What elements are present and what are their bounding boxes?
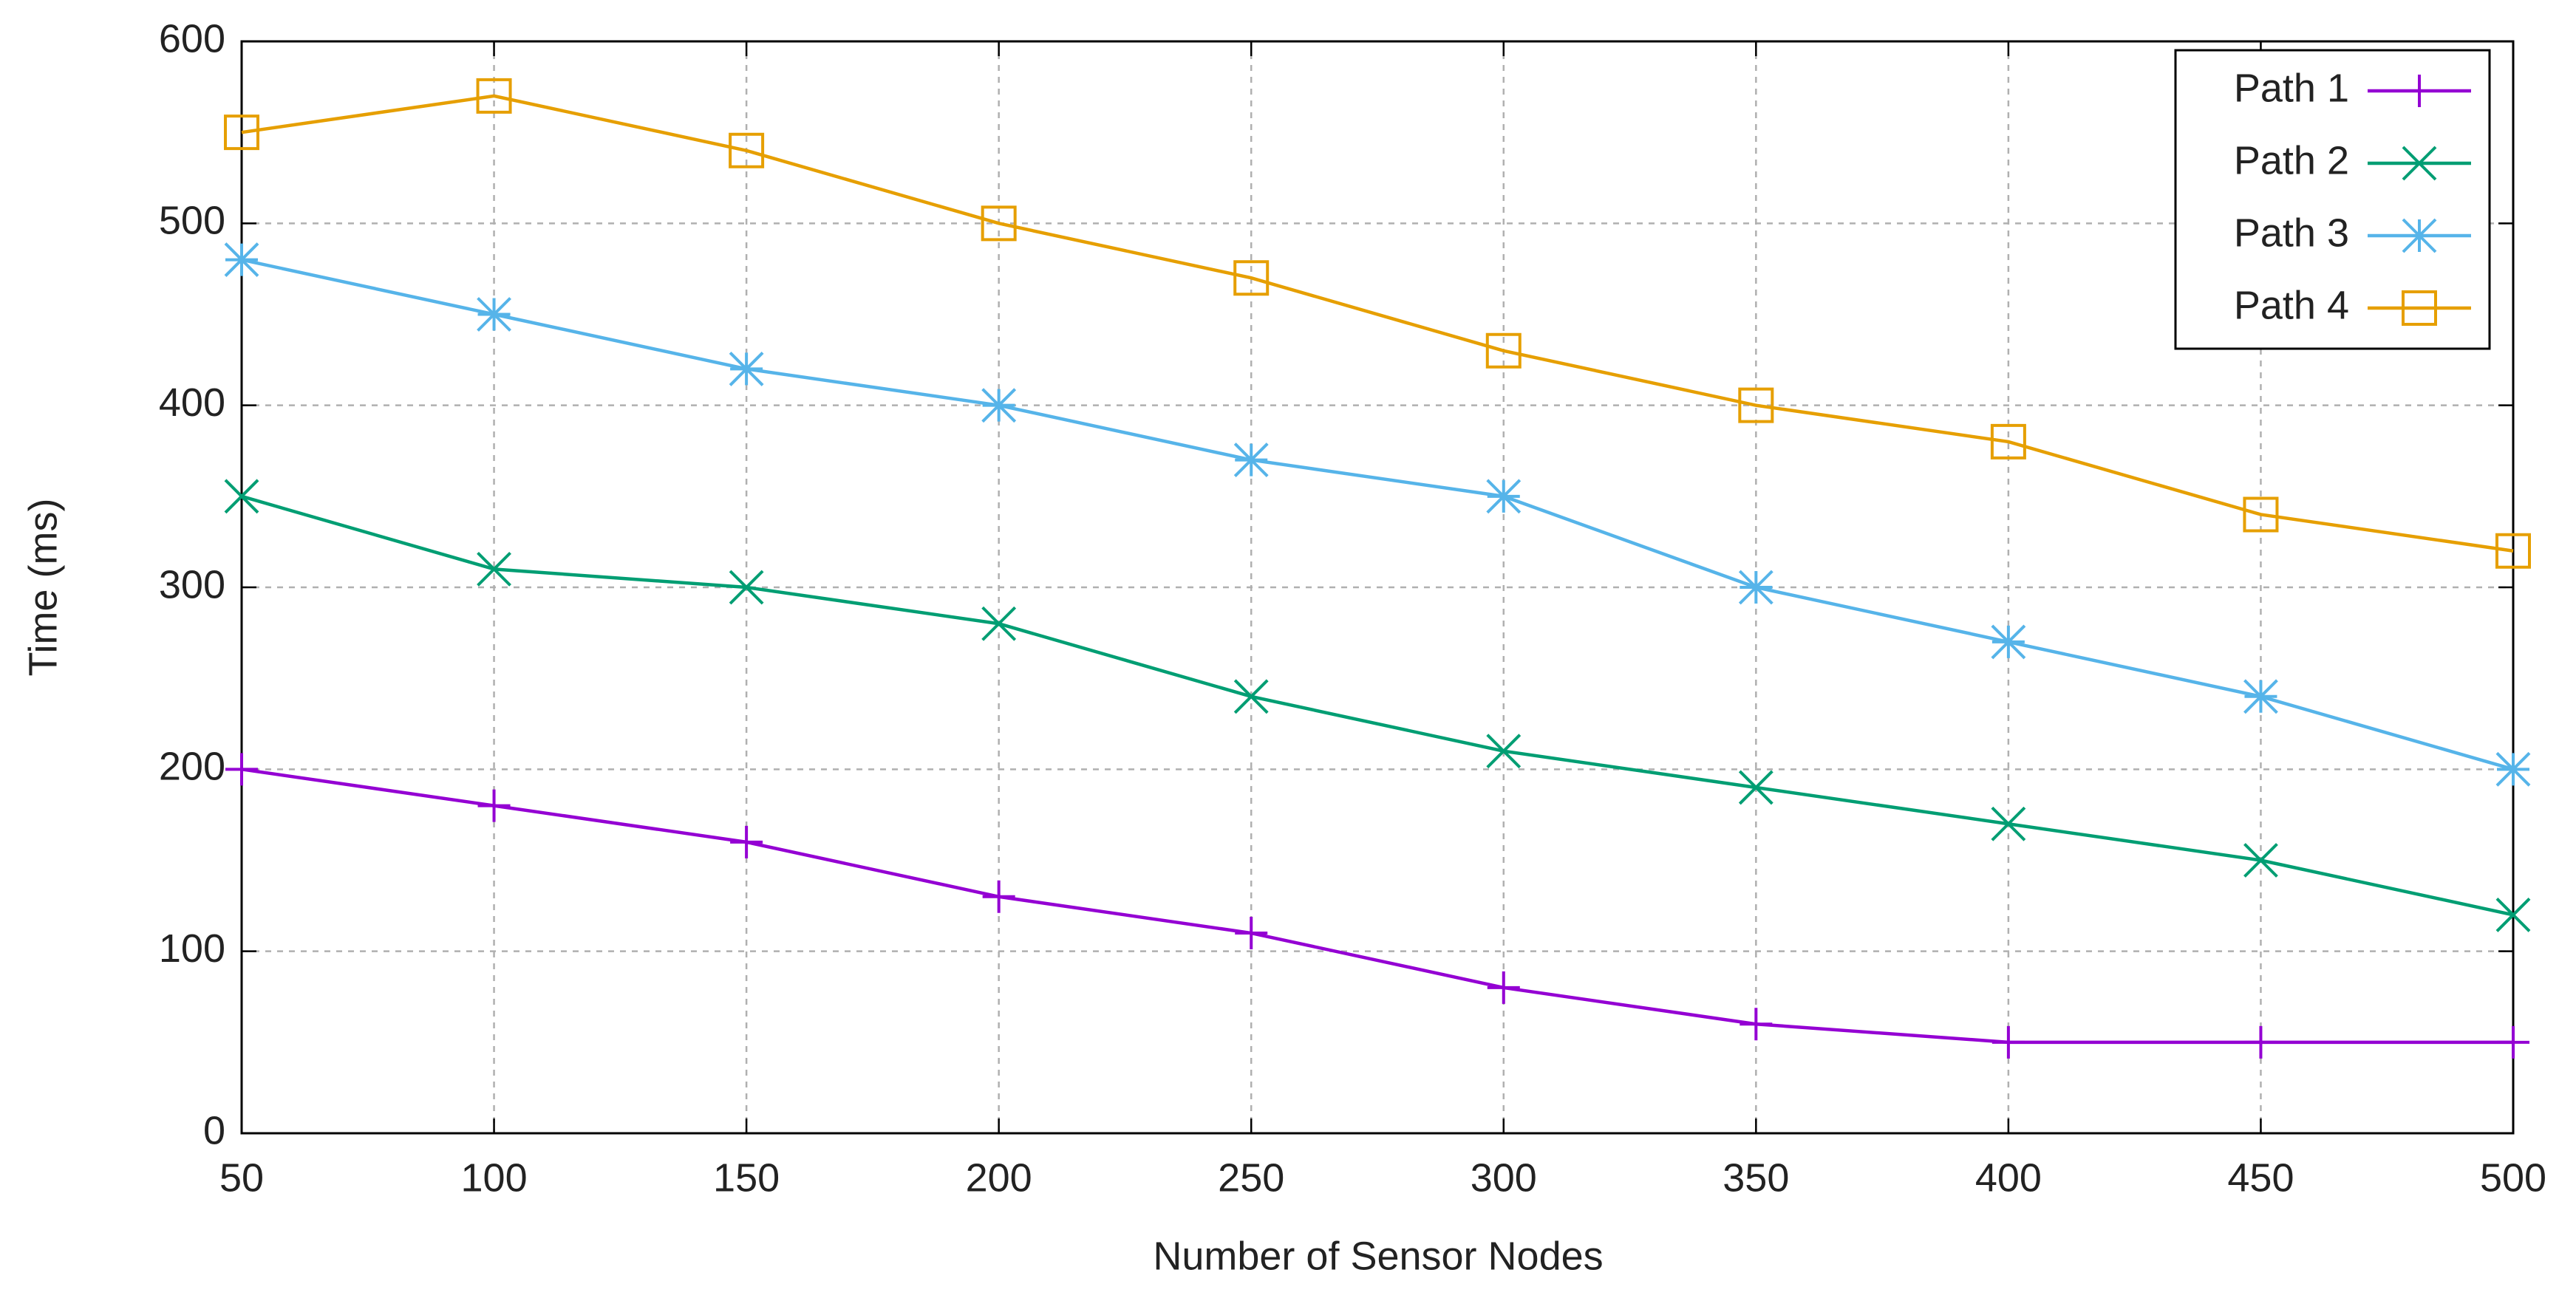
x-axis-label: Number of Sensor Nodes xyxy=(1153,1234,1603,1278)
legend-label: Path 1 xyxy=(2234,66,2349,110)
data-marker xyxy=(1740,1008,1773,1041)
data-marker xyxy=(476,78,512,114)
legend-box xyxy=(2174,49,2491,350)
legend-label: Path 4 xyxy=(2234,283,2349,327)
data-marker xyxy=(1738,387,1774,423)
data-marker xyxy=(225,753,258,786)
data-marker xyxy=(1991,624,2026,660)
data-marker xyxy=(2243,496,2279,533)
data-marker xyxy=(1990,423,2026,460)
data-marker xyxy=(2497,1025,2529,1059)
data-marker xyxy=(477,297,511,332)
y-tick-label: 300 xyxy=(159,562,225,607)
series-line xyxy=(241,94,2514,553)
x-tick-label: 150 xyxy=(713,1155,780,1200)
data-marker xyxy=(224,115,259,151)
legend-marker xyxy=(2402,290,2437,326)
data-marker xyxy=(2243,843,2278,878)
y-tick-label: 100 xyxy=(159,926,225,971)
data-marker xyxy=(1233,260,1270,296)
legend-marker xyxy=(2403,75,2436,107)
data-marker xyxy=(982,880,1015,913)
legend-marker xyxy=(2402,218,2437,253)
y-tick-label: 500 xyxy=(159,199,225,243)
legend-label: Path 2 xyxy=(2234,138,2349,182)
data-marker xyxy=(1486,479,1522,514)
data-marker xyxy=(2495,897,2531,932)
data-marker xyxy=(1738,770,1773,805)
data-marker xyxy=(1485,332,1522,369)
data-marker xyxy=(477,551,511,587)
data-marker xyxy=(224,479,259,514)
legend-marker xyxy=(2402,146,2437,181)
y-tick-label: 0 xyxy=(203,1108,225,1152)
data-marker xyxy=(1991,1025,2025,1059)
data-marker xyxy=(981,388,1017,423)
y-tick-label: 400 xyxy=(159,380,225,425)
data-marker xyxy=(1738,570,1773,605)
series-line xyxy=(241,494,2514,917)
data-marker xyxy=(477,789,511,822)
x-tick-label: 300 xyxy=(1471,1155,1537,1200)
data-marker xyxy=(730,825,763,858)
data-marker xyxy=(1235,917,1268,950)
y-tick-label: 600 xyxy=(159,16,225,61)
data-marker xyxy=(1486,734,1522,769)
data-marker xyxy=(1487,971,1520,1004)
data-marker xyxy=(2495,751,2531,787)
plot-frame xyxy=(240,40,2515,1135)
data-marker xyxy=(1233,679,1269,714)
legend-label: Path 3 xyxy=(2234,211,2349,255)
data-marker xyxy=(729,570,764,605)
x-tick-label: 100 xyxy=(461,1155,528,1200)
x-tick-label: 350 xyxy=(1723,1155,1789,1200)
data-marker xyxy=(981,606,1017,641)
x-tick-label: 450 xyxy=(2227,1155,2294,1200)
x-tick-label: 400 xyxy=(1975,1155,2042,1200)
data-marker xyxy=(224,242,259,278)
data-marker xyxy=(1991,806,2026,841)
y-tick-label: 200 xyxy=(159,745,225,789)
data-marker xyxy=(729,351,764,386)
data-marker xyxy=(981,205,1017,242)
x-tick-label: 50 xyxy=(219,1155,264,1200)
series-line xyxy=(241,258,2514,771)
series-line xyxy=(241,768,2513,1045)
data-marker xyxy=(2495,533,2531,569)
data-marker xyxy=(2244,1025,2277,1059)
data-marker xyxy=(729,132,765,168)
x-tick-label: 250 xyxy=(1218,1155,1284,1200)
data-marker xyxy=(1233,443,1269,477)
data-marker xyxy=(2243,679,2278,714)
y-axis-label: Time (ms) xyxy=(21,499,65,677)
x-tick-label: 200 xyxy=(966,1155,1032,1200)
x-tick-label: 500 xyxy=(2480,1155,2546,1200)
